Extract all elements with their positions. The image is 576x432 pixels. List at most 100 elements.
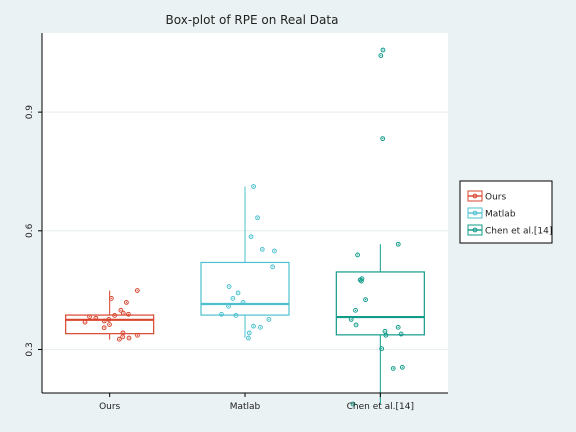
y-tick-label: 0.3 — [25, 342, 35, 356]
data-point-dot — [382, 138, 384, 140]
y-tick-label: 0.6 — [25, 223, 35, 238]
data-point — [398, 331, 404, 337]
data-point-dot — [259, 326, 262, 328]
data-point-dot — [120, 309, 122, 311]
data-point — [118, 307, 124, 313]
data-point — [363, 297, 368, 303]
box-body — [200, 261, 290, 316]
data-point — [350, 401, 356, 407]
data-point — [219, 311, 224, 317]
data-point — [108, 296, 114, 301]
data-point-dot — [136, 334, 139, 336]
data-point — [357, 277, 363, 283]
data-point-dot — [364, 299, 367, 301]
data-point — [135, 332, 140, 338]
data-point — [126, 335, 132, 341]
legend-label: Chen et al.[14] — [485, 227, 552, 237]
data-point — [251, 323, 256, 329]
x-tick-label: Ours — [99, 402, 120, 412]
data-point — [272, 248, 277, 254]
data-point — [233, 313, 239, 318]
data-point-dot — [392, 367, 394, 370]
data-point-dot — [88, 316, 91, 318]
data-point — [379, 346, 385, 352]
box-body — [335, 271, 425, 336]
data-point-dot — [401, 366, 403, 368]
legend-key-point — [472, 227, 478, 233]
data-point-dot — [127, 313, 130, 315]
data-point-dot — [114, 314, 116, 317]
data-point-dot — [237, 292, 239, 294]
data-point — [230, 296, 236, 301]
data-point — [82, 319, 88, 325]
data-point-dot — [273, 250, 276, 252]
data-point — [107, 322, 112, 327]
data-point-dot — [360, 280, 362, 282]
data-point-dot — [84, 321, 86, 323]
data-point — [259, 246, 265, 252]
data-point-dot — [381, 348, 383, 350]
data-point — [390, 366, 396, 371]
data-point-dot — [382, 49, 384, 51]
data-point — [120, 310, 126, 316]
data-point — [240, 300, 246, 305]
data-point-dot — [136, 289, 138, 292]
data-point-dot — [247, 337, 250, 339]
y-ticks: 0.3 0.6 0.9 — [25, 105, 42, 357]
data-point-dot — [252, 185, 255, 188]
x-tick-label: Chen et al.[14] — [347, 402, 414, 412]
legend-label: Ours — [485, 193, 506, 203]
data-point-dot — [228, 285, 230, 288]
data-point — [380, 136, 386, 142]
data-point — [380, 47, 386, 53]
data-point-dot — [95, 317, 97, 319]
data-point-dot — [103, 327, 105, 329]
data-point-dot — [108, 318, 110, 321]
data-point — [112, 313, 118, 318]
data-point-dot — [125, 301, 128, 304]
data-point — [358, 278, 364, 284]
data-point — [235, 290, 241, 296]
data-point-dot — [122, 332, 124, 334]
data-point-dot — [242, 301, 244, 304]
data-point — [248, 234, 254, 240]
data-point — [124, 300, 129, 305]
data-point-dot — [261, 248, 263, 250]
data-point-dot — [122, 336, 124, 338]
data-point — [101, 325, 107, 331]
data-point — [226, 284, 232, 289]
data-point — [395, 324, 401, 330]
data-point-dot — [118, 338, 120, 340]
data-point — [93, 315, 99, 321]
box-1 — [200, 186, 290, 338]
x-tick-label: Matlab — [230, 402, 261, 412]
legend: Ours Matlab Chen et al.[14] — [459, 180, 553, 244]
box-body — [65, 314, 155, 335]
data-point-dot — [252, 325, 255, 327]
data-point — [353, 322, 359, 328]
data-point — [120, 334, 126, 340]
data-point-dot — [384, 330, 386, 332]
data-point-dot — [235, 314, 237, 317]
data-point — [258, 324, 263, 330]
data-point-dot — [352, 403, 354, 405]
data-point — [395, 241, 401, 247]
legend-label: Matlab — [485, 210, 516, 220]
data-point — [101, 318, 107, 324]
data-point-dot — [272, 266, 274, 268]
data-point — [106, 317, 112, 322]
data-point-dot — [400, 333, 402, 335]
data-point-dot — [268, 318, 270, 321]
data-point — [266, 317, 272, 322]
data-point-dot — [227, 305, 230, 307]
data-point-dot — [220, 313, 223, 315]
data-point-dot — [232, 297, 234, 300]
y-tick-label: 0.9 — [25, 105, 35, 120]
data-point — [383, 332, 389, 338]
legend-key-point — [472, 210, 478, 216]
data-point-dot — [397, 326, 399, 328]
data-point — [355, 252, 360, 258]
data-point-dot — [350, 318, 352, 321]
legend-key-point — [472, 193, 478, 199]
data-point — [378, 53, 384, 58]
